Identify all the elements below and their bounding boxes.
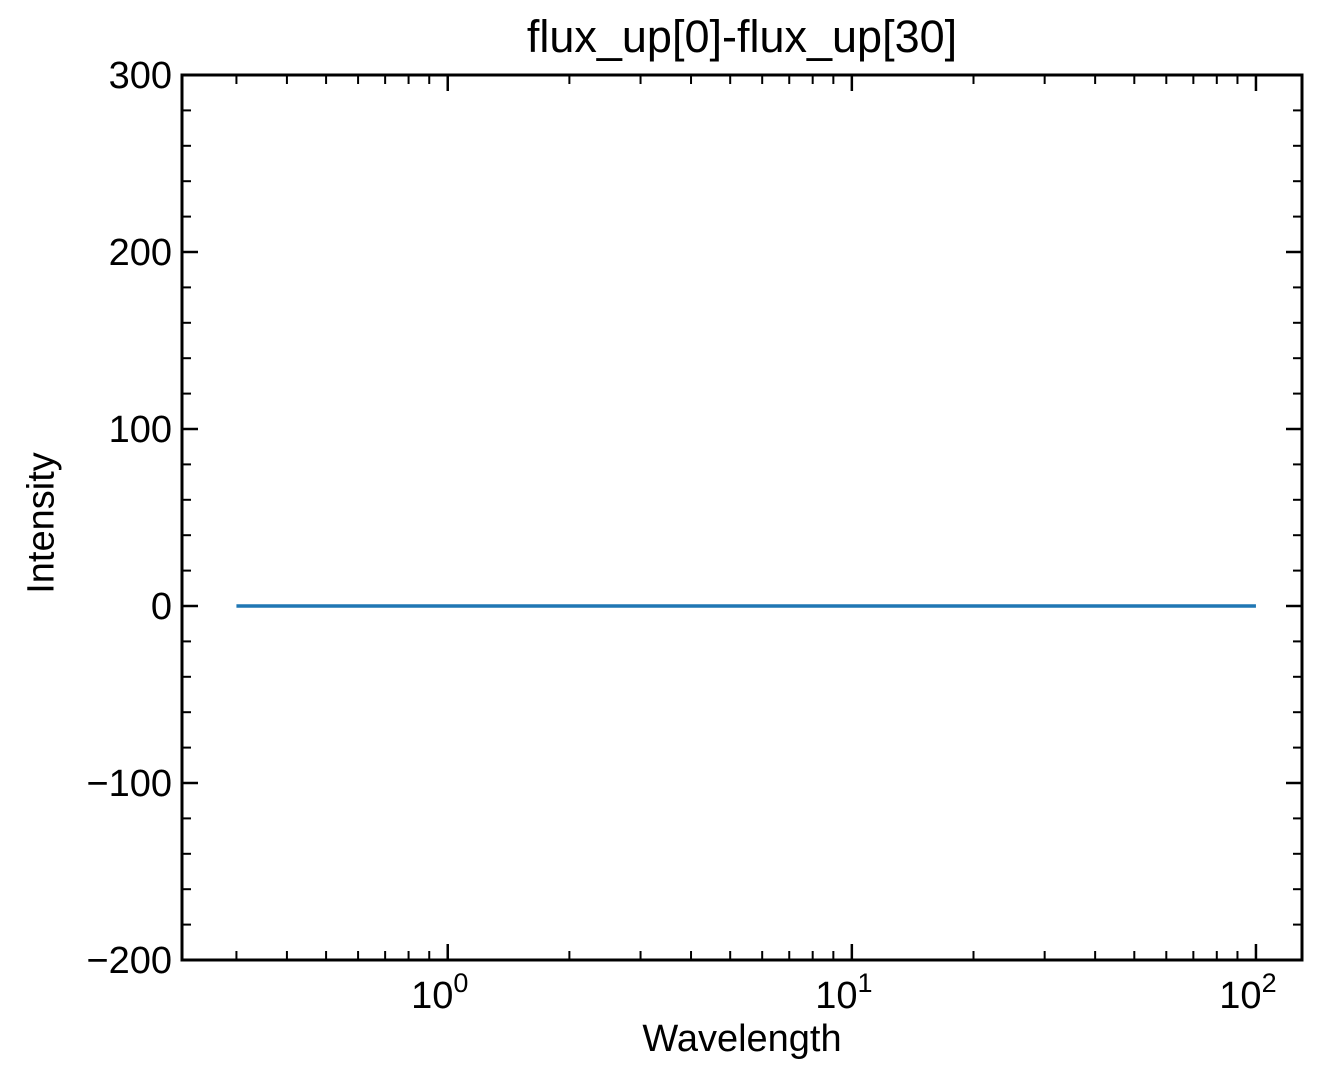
x-tick-label: 102	[1219, 968, 1276, 1017]
y-tick-label: 300	[109, 55, 172, 97]
x-axis-label: Wavelength	[642, 1018, 842, 1060]
y-tick-label: 200	[109, 232, 172, 274]
axis-ticks	[182, 73, 1302, 962]
y-axis-label: Intensity	[20, 452, 63, 594]
tick-labels: −200 −100 0 100 200 300 100 101 102	[86, 55, 1276, 1017]
y-tick-label: −200	[86, 940, 172, 982]
y-tick-label: −100	[86, 763, 172, 805]
y-tick-label: 0	[151, 586, 172, 628]
x-tick-label: 101	[815, 968, 872, 1017]
y-tick-label: 100	[109, 409, 172, 451]
plot-frame	[180, 73, 1304, 962]
x-tick-label: 100	[411, 968, 468, 1017]
chart-title: flux_up[0]-flux_up[30]	[526, 11, 958, 62]
